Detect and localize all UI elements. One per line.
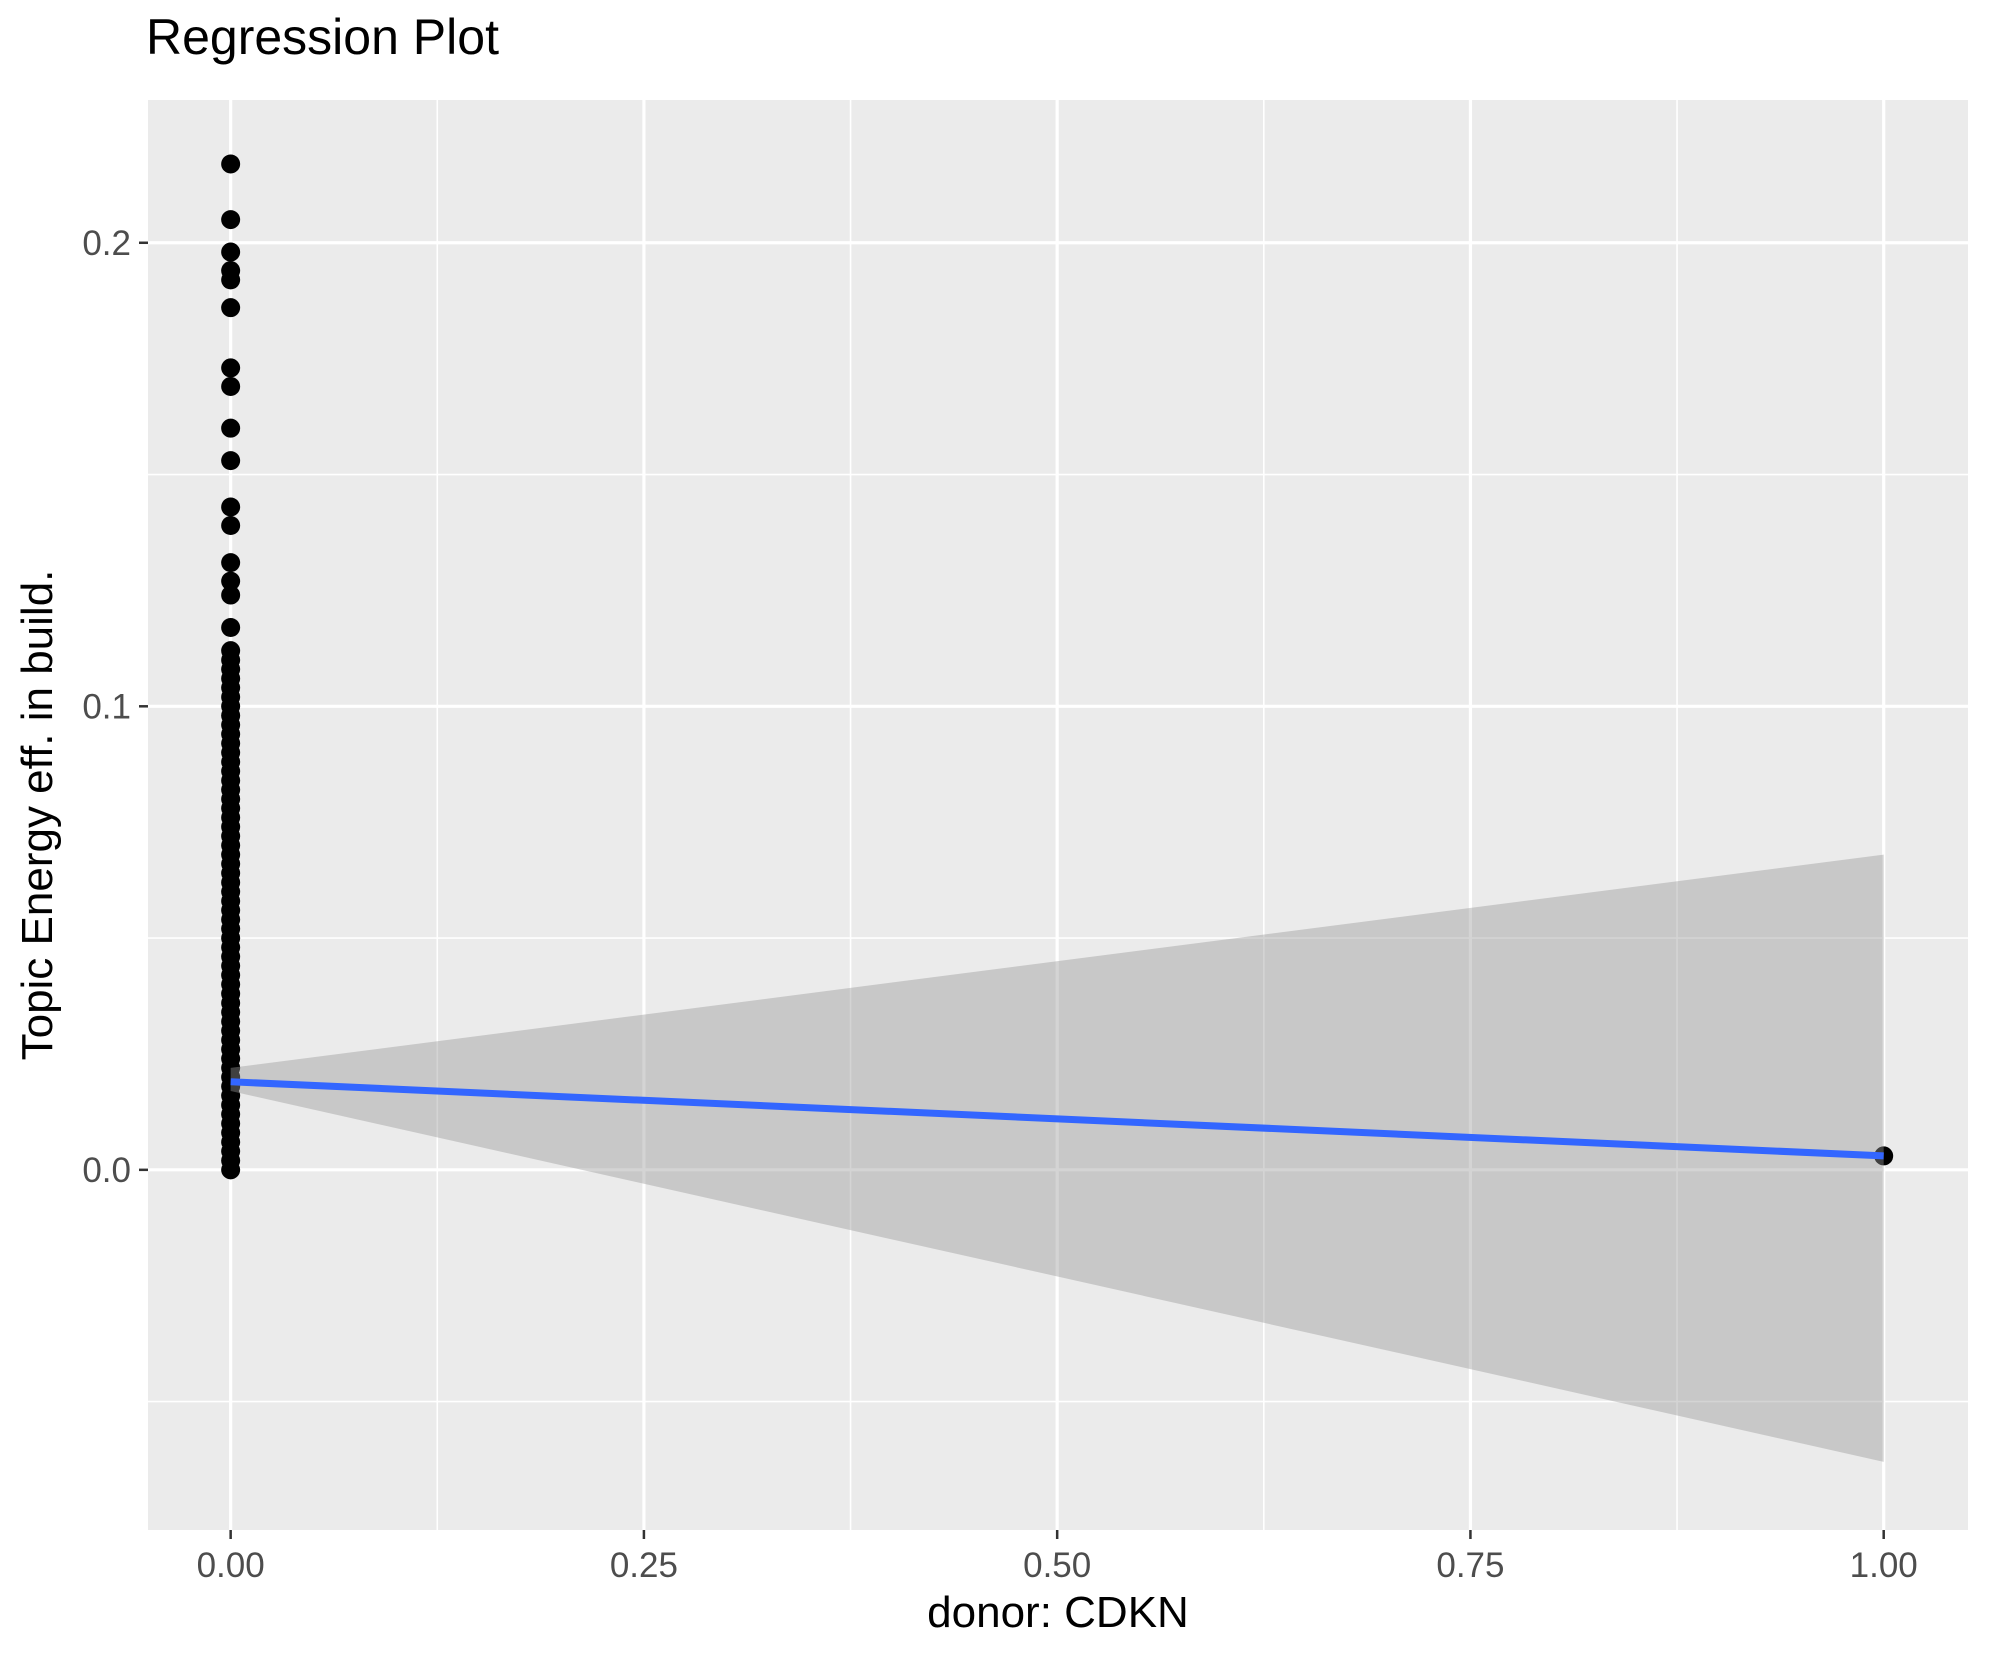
data-point [221,553,241,573]
y-tick-label: 0.1 [82,687,131,726]
regression-line [230,1078,1884,1160]
x-tick-label: 0.50 [1023,1546,1091,1585]
x-tick-label: 1.00 [1850,1546,1918,1585]
y-tick-label: 0.2 [82,224,131,263]
x-tick-label: 0.00 [197,1546,265,1585]
data-point [221,358,241,378]
data-point [221,641,241,661]
data-point [221,261,241,281]
data-point [221,154,241,174]
data-point [221,418,241,438]
data-point [221,242,241,262]
data-point [221,497,241,517]
x-axis-title: donor: CDKN [927,1588,1189,1637]
x-tick-label: 0.25 [610,1546,678,1585]
y-axis-title: Topic Energy eff. in build. [13,569,62,1061]
confidence-band [230,854,1884,1462]
x-tick-label: 0.75 [1436,1546,1504,1585]
data-point [221,210,241,230]
data-point [221,516,241,536]
data-point [221,571,241,591]
data-point [221,451,241,471]
data-point [221,376,241,396]
y-tick-label: 0.0 [82,1151,131,1190]
plot-title: Regression Plot [146,9,499,65]
data-point [221,618,241,638]
data-point [221,298,241,318]
data-point [221,585,241,605]
